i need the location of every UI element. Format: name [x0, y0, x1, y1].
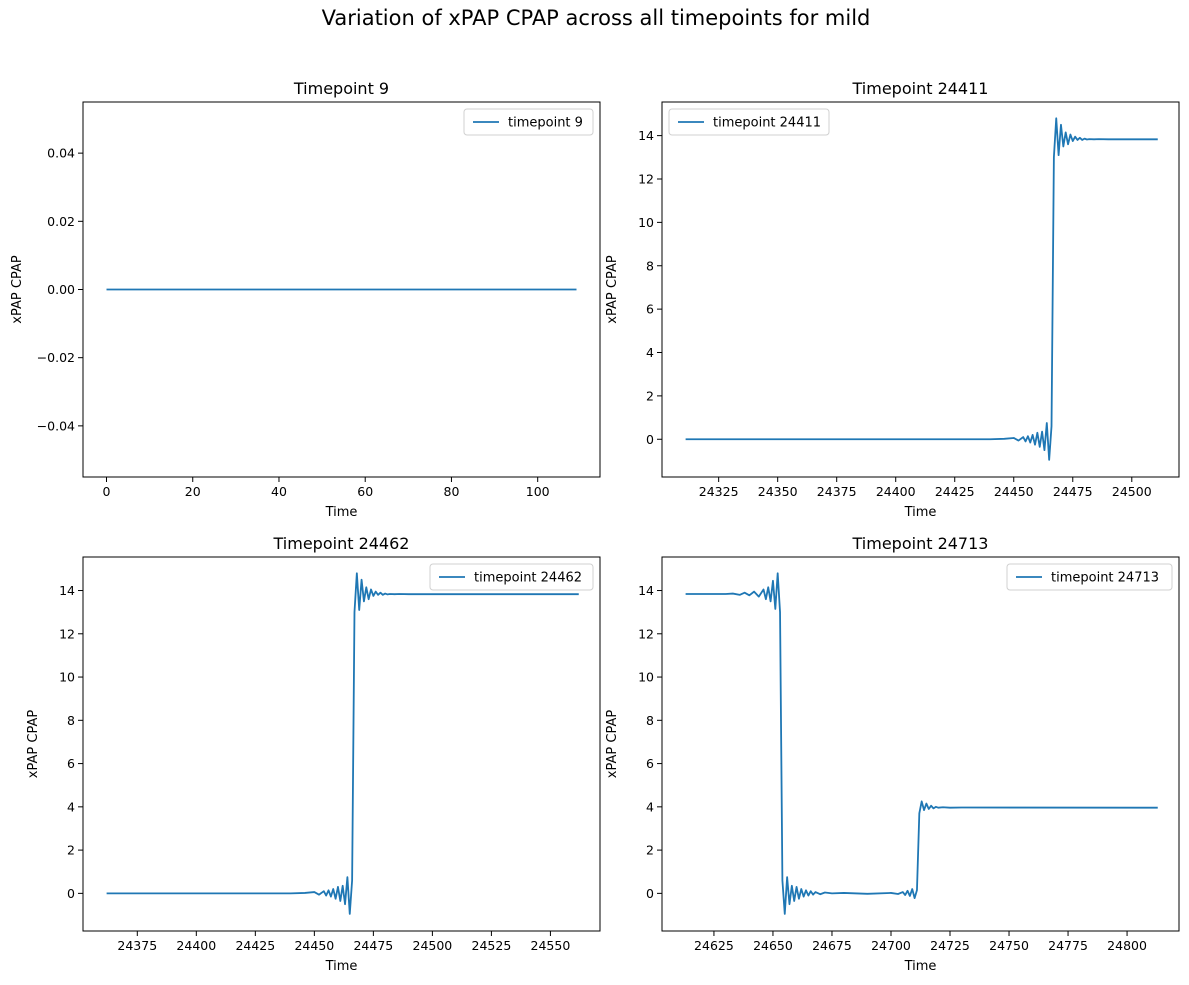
- legend-label: timepoint 24713: [1051, 571, 1159, 586]
- legend-box: [668, 108, 830, 136]
- y-tick-label: 4: [67, 799, 75, 814]
- x-tick-label: 0: [103, 484, 111, 499]
- x-tick-label: 24625: [694, 938, 734, 953]
- series-line: [685, 117, 1158, 461]
- x-tick-label: 80: [444, 484, 460, 499]
- legend: timepoint 9: [463, 108, 594, 136]
- y-axis-label: xPAP CPAP: [605, 710, 620, 779]
- x-tick-label: 24350: [758, 484, 798, 499]
- y-tick-label: 14: [59, 583, 75, 598]
- x-tick-label: 40: [271, 484, 287, 499]
- y-tick-label: 10: [59, 670, 75, 685]
- y-axis-label: xPAP CPAP: [26, 710, 41, 779]
- y-tick-label: 8: [67, 713, 75, 728]
- legend: timepoint 24462: [429, 563, 594, 591]
- x-tick-label: 24375: [117, 938, 157, 953]
- x-tick-label: 24750: [989, 938, 1029, 953]
- subplot-title: Timepoint 24462: [273, 534, 410, 553]
- x-tick-label: 24650: [753, 938, 793, 953]
- figure-suptitle: Variation of xPAP CPAP across all timepo…: [322, 6, 871, 30]
- x-tick-label: 24425: [935, 484, 975, 499]
- x-axis-label: Time: [325, 505, 358, 520]
- y-tick-label: 0.00: [47, 282, 75, 297]
- series-line: [106, 572, 579, 915]
- y-tick-label: 2: [646, 388, 654, 403]
- x-tick-label: 24800: [1107, 938, 1147, 953]
- y-tick-label: 0.02: [47, 214, 75, 229]
- series-line: [685, 572, 1158, 915]
- y-tick-label: 0.04: [47, 146, 75, 161]
- x-tick-label: 60: [357, 484, 373, 499]
- y-tick-label: 14: [638, 583, 654, 598]
- y-tick-label: 4: [646, 799, 654, 814]
- legend-label: timepoint 9: [508, 116, 583, 131]
- x-tick-label: 24675: [812, 938, 852, 953]
- x-axis-label: Time: [904, 505, 937, 520]
- x-tick-label: 24475: [353, 938, 393, 953]
- legend-box: [1006, 563, 1173, 591]
- x-tick-label: 24425: [235, 938, 275, 953]
- x-tick-label: 100: [526, 484, 550, 499]
- x-tick-label: 24700: [871, 938, 911, 953]
- legend: timepoint 24411: [668, 108, 830, 136]
- x-axis-label: Time: [904, 959, 937, 974]
- x-tick-label: 24725: [930, 938, 970, 953]
- x-tick-label: 24500: [1112, 484, 1152, 499]
- axes-frame: [661, 556, 1180, 932]
- y-tick-label: 14: [638, 128, 654, 143]
- legend-box: [463, 108, 594, 136]
- x-axis-label: Time: [325, 959, 358, 974]
- y-tick-label: 12: [59, 626, 75, 641]
- x-tick-label: 24550: [531, 938, 571, 953]
- subplot-2: Timepoint 24411 24325 24350 24375 24400 24425…: [605, 79, 1180, 520]
- x-tick-label: 24500: [413, 938, 453, 953]
- y-tick-label: 10: [638, 670, 654, 685]
- x-tick-label: 24400: [876, 484, 916, 499]
- y-tick-label: 2: [67, 843, 75, 858]
- subplot-3: Timepoint 24462 24375 24400 24425 24450 24475…: [26, 534, 601, 974]
- x-tick-label: 24525: [472, 938, 512, 953]
- y-tick-label: −0.04: [37, 418, 75, 433]
- axes-frame: [661, 101, 1180, 478]
- legend-box: [429, 563, 594, 591]
- legend: timepoint 24713: [1006, 563, 1173, 591]
- y-tick-label: 0: [646, 886, 654, 901]
- subplot-grid: Timepoint 90 20 40 60 80 100−0.04−0.020.000.0…: [10, 79, 1180, 974]
- y-tick-label: 8: [646, 258, 654, 273]
- legend-label: timepoint 24411: [713, 116, 821, 131]
- x-tick-label: 20: [185, 484, 201, 499]
- y-tick-label: 6: [646, 302, 654, 317]
- y-tick-label: 10: [638, 215, 654, 230]
- x-tick-label: 24325: [699, 484, 739, 499]
- x-tick-label: 24450: [994, 484, 1034, 499]
- x-tick-label: 24775: [1048, 938, 1088, 953]
- y-tick-label: 0: [646, 432, 654, 447]
- y-tick-label: 6: [646, 756, 654, 771]
- y-tick-label: 6: [67, 756, 75, 771]
- subplot-1: Timepoint 9 0 20 40 60 80 100 −0.04 −0.02 0.00 0.0…: [10, 79, 601, 520]
- axes-frame: [82, 556, 601, 932]
- subplot-title: Timepoint 9: [293, 79, 389, 98]
- legend-label: timepoint 24462: [474, 571, 582, 586]
- x-tick-label: 24450: [294, 938, 334, 953]
- y-tick-label: 2: [646, 843, 654, 858]
- y-tick-label: 8: [646, 713, 654, 728]
- y-tick-label: 0: [67, 886, 75, 901]
- x-tick-label: 24475: [1053, 484, 1093, 499]
- subplot-4: Timepoint 24713 24625 24650 24675 24700 24725…: [605, 534, 1180, 974]
- x-tick-label: 24375: [817, 484, 857, 499]
- y-axis-label: xPAP CPAP: [605, 255, 620, 324]
- y-axis-label: xPAP CPAP: [10, 255, 25, 324]
- y-tick-label: 12: [638, 626, 654, 641]
- y-tick-label: 4: [646, 345, 654, 360]
- y-tick-label: 12: [638, 171, 654, 186]
- subplot-title: Timepoint 24411: [852, 79, 989, 98]
- y-tick-label: −0.02: [37, 350, 75, 365]
- subplot-title: Timepoint 24713: [852, 534, 989, 553]
- x-tick-label: 24400: [176, 938, 216, 953]
